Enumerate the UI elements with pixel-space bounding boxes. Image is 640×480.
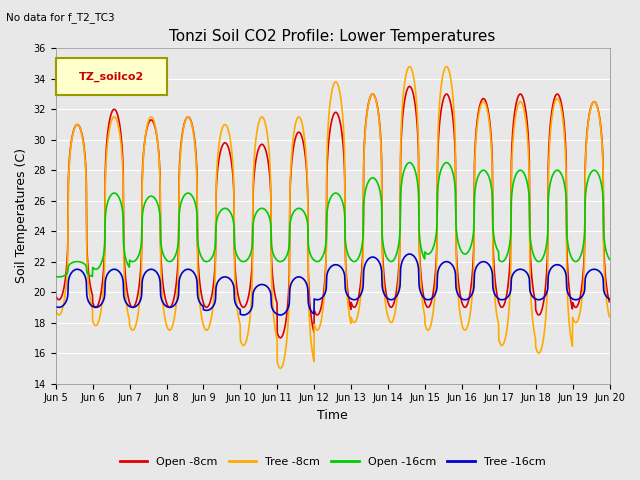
FancyBboxPatch shape <box>56 59 166 95</box>
Tree -8cm <box>276 365 284 371</box>
Tree -8cm <box>361 137 369 143</box>
Tree -16cm <box>572 297 580 302</box>
Line: Tree -8cm: Tree -8cm <box>56 67 609 368</box>
Y-axis label: Soil Temperatures (C): Soil Temperatures (C) <box>15 148 28 283</box>
Tree -8cm <box>406 64 413 70</box>
Open -8cm <box>572 304 580 310</box>
Open -16cm <box>557 170 564 176</box>
Open -16cm <box>349 258 356 264</box>
Tree -8cm <box>494 318 502 324</box>
Tree -8cm <box>605 313 613 319</box>
Tree -16cm <box>494 295 502 301</box>
Tree -16cm <box>406 251 413 257</box>
Open -16cm <box>207 257 214 263</box>
Open -16cm <box>52 274 60 279</box>
Tree -16cm <box>605 296 613 302</box>
Open -8cm <box>557 98 564 104</box>
Tree -8cm <box>206 321 214 326</box>
Open -8cm <box>494 296 502 301</box>
Open -8cm <box>206 299 214 305</box>
X-axis label: Time: Time <box>317 409 348 422</box>
Tree -16cm <box>52 303 60 309</box>
Text: TZ_soilco2: TZ_soilco2 <box>79 72 144 82</box>
Tree -16cm <box>239 312 247 318</box>
Open -16cm <box>361 192 369 197</box>
Line: Open -8cm: Open -8cm <box>56 86 609 338</box>
Open -8cm <box>349 303 356 309</box>
Open -8cm <box>276 335 284 341</box>
Open -8cm <box>605 299 613 304</box>
Open -16cm <box>605 256 613 262</box>
Open -16cm <box>406 160 413 166</box>
Open -16cm <box>494 248 502 253</box>
Tree -16cm <box>557 263 564 269</box>
Open -8cm <box>52 293 60 299</box>
Tree -16cm <box>206 306 214 312</box>
Legend: Open -8cm, Tree -8cm, Open -16cm, Tree -16cm: Open -8cm, Tree -8cm, Open -16cm, Tree -… <box>115 453 550 472</box>
Line: Tree -16cm: Tree -16cm <box>56 254 609 315</box>
Tree -8cm <box>52 308 60 313</box>
Tree -8cm <box>557 104 564 110</box>
Tree -16cm <box>349 297 356 302</box>
Open -16cm <box>572 259 580 264</box>
Open -16cm <box>55 274 63 280</box>
Tree -16cm <box>361 263 369 268</box>
Text: No data for f_T2_TC3: No data for f_T2_TC3 <box>6 12 115 23</box>
Title: Tonzi Soil CO2 Profile: Lower Temperatures: Tonzi Soil CO2 Profile: Lower Temperatur… <box>170 29 496 44</box>
Line: Open -16cm: Open -16cm <box>56 163 609 277</box>
Tree -8cm <box>349 318 356 324</box>
Open -8cm <box>361 134 369 140</box>
Tree -8cm <box>572 320 580 325</box>
Open -8cm <box>406 84 413 89</box>
